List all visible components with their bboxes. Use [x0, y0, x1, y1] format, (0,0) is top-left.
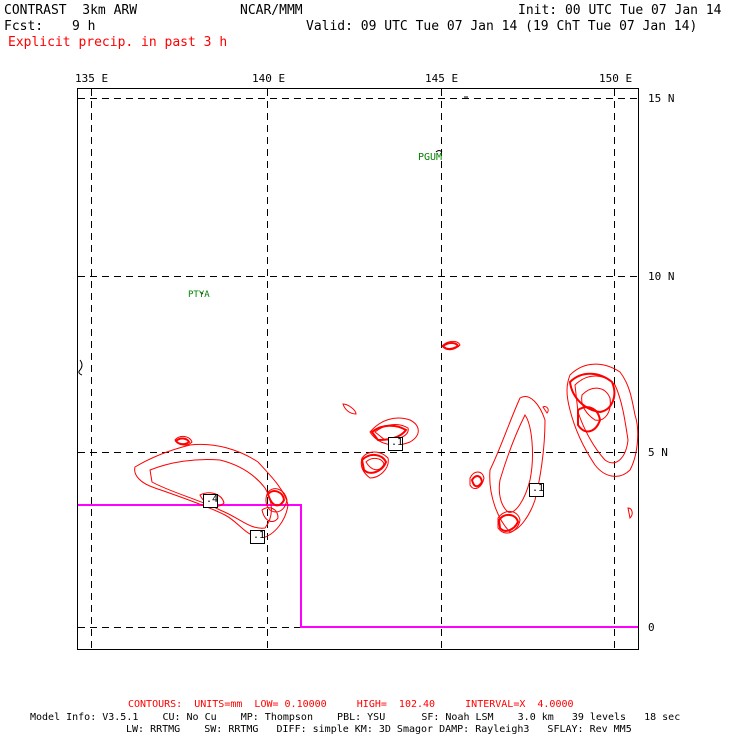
contour-label: .1 — [253, 530, 266, 541]
lat-label-5: 5 N — [648, 446, 668, 459]
model-info-line-1: Model Info: V3.5.1 CU: No Cu MP: Thompso… — [30, 712, 681, 723]
contour-label: .1 — [532, 483, 545, 494]
contour-label: .1 — [391, 437, 404, 448]
lat-lon-grid — [78, 89, 638, 649]
field-title: Explicit precip. in past 3 h — [8, 35, 228, 50]
station-label-ptya: PTYA — [188, 290, 210, 300]
fcst-label: Fcst: — [4, 19, 44, 34]
lat-label-15: 15 N — [648, 92, 675, 105]
coastlines — [78, 96, 468, 376]
contour-label: .4 — [206, 494, 219, 505]
contour-label-boxes — [203, 437, 544, 544]
model-info-line-2: LW: RRTMG SW: RRTMG DIFF: simple KM: 3D … — [126, 724, 632, 735]
lon-label-150: 150 E — [599, 72, 633, 85]
org-label: NCAR/MMM — [240, 3, 303, 18]
lon-label-135: 135 E — [75, 72, 109, 85]
domain-outline — [78, 504, 638, 628]
fcst-value: 9 h — [72, 19, 96, 34]
lon-label-145: 145 E — [425, 72, 459, 85]
model-title: CONTRAST 3km ARW — [4, 3, 138, 18]
station-label-pgum: PGUM — [418, 152, 443, 163]
lat-label-0: 0 — [648, 621, 655, 634]
map-frame — [77, 88, 639, 650]
contours-info: CONTOURS: UNITS=mm LOW= 0.10000 HIGH= 10… — [128, 699, 574, 710]
valid-time: Valid: 09 UTC Tue 07 Jan 14 (19 ChT Tue … — [306, 19, 698, 34]
init-time: Init: 00 UTC Tue 07 Jan 14 — [518, 3, 722, 18]
precip-contours-heavy — [174, 342, 616, 532]
lon-label-140: 140 E — [252, 72, 286, 85]
lat-label-10: 10 N — [648, 270, 675, 283]
